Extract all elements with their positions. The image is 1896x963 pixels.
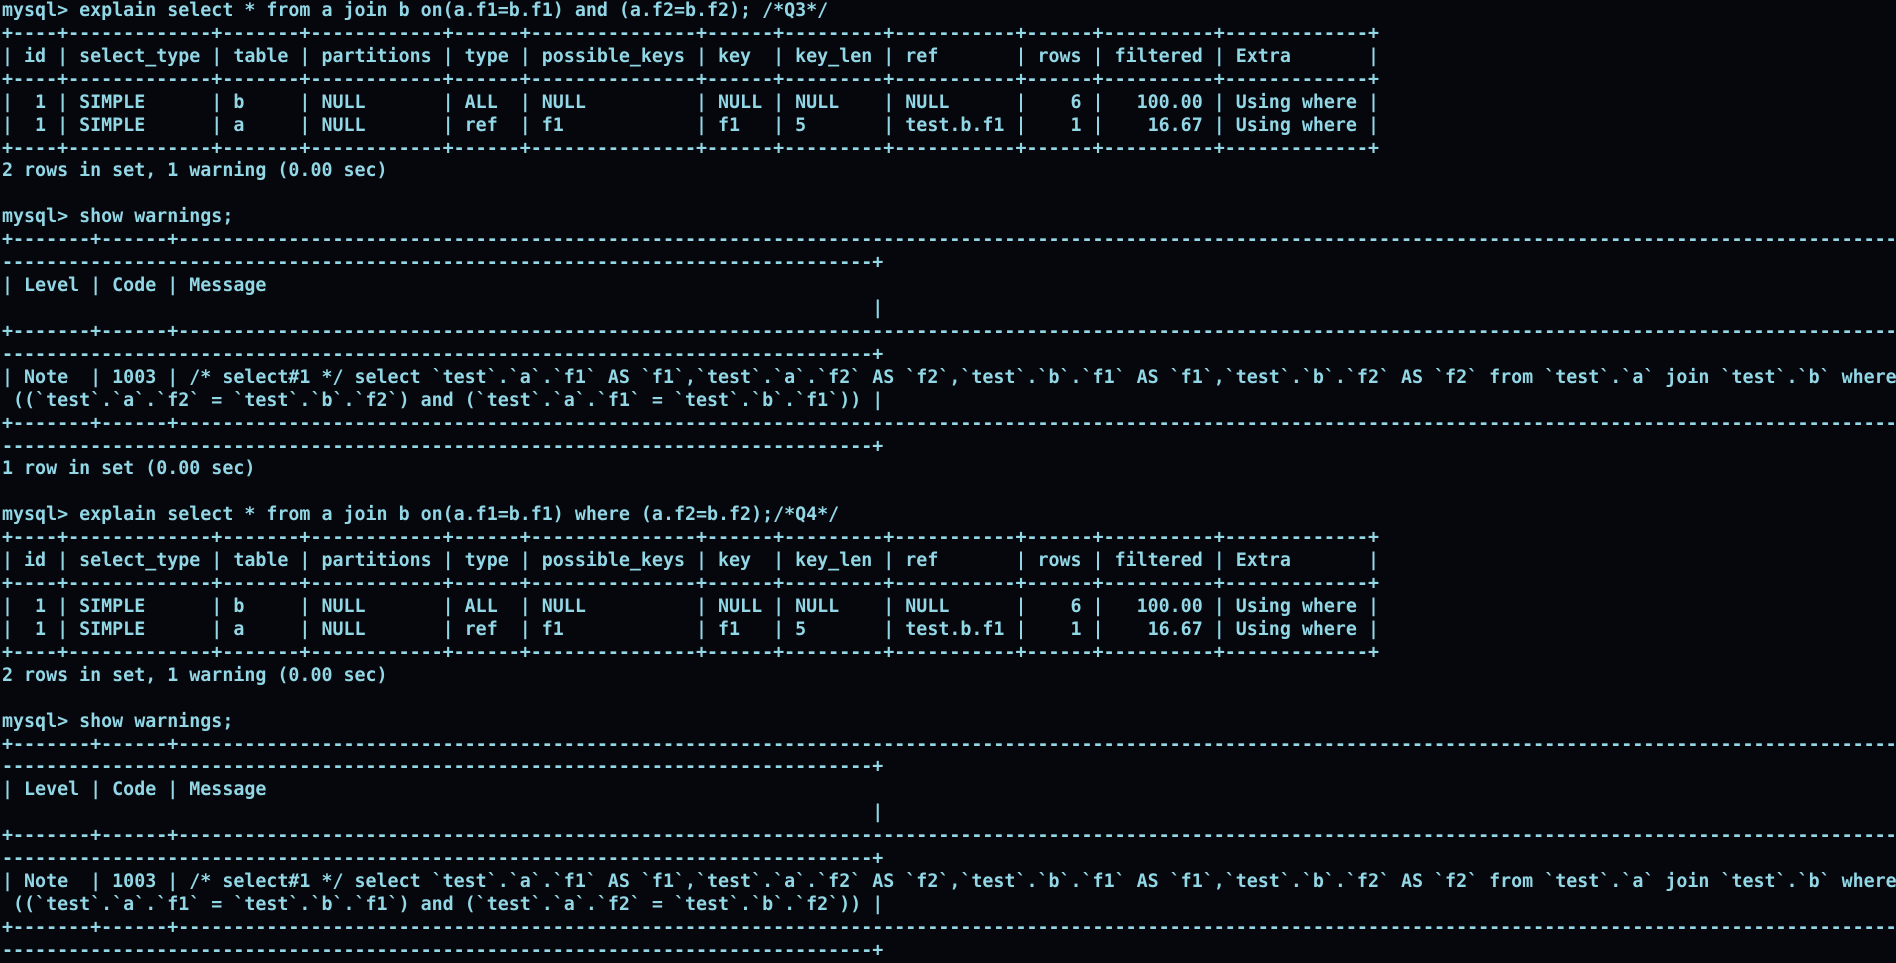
terminal-line: +-------+------+------------------------… (2, 412, 1896, 434)
terminal-line: ----------------------------------------… (2, 939, 884, 961)
terminal-line: +----+-------------+-------+------------… (2, 573, 1379, 595)
terminal-line: 1 row in set (0.00 sec) (2, 458, 256, 480)
terminal-line: | Note | 1003 | /* select#1 */ select `t… (2, 871, 1896, 893)
terminal-line: mysql> show warnings; (2, 206, 234, 228)
terminal-line (2, 481, 1896, 504)
terminal-line: +-------+------+------------------------… (2, 733, 1896, 755)
terminal-line: | Level | Code | Message (2, 275, 1896, 297)
terminal-line: | 1 | SIMPLE | b | NULL | ALL | NULL | N… (2, 595, 1379, 617)
terminal-line: ----------------------------------------… (2, 848, 884, 870)
terminal-line: | id | select_type | table | partitions … (2, 45, 1379, 67)
terminal-line: | Level | Code | Message (2, 779, 1896, 801)
terminal-line: 2 rows in set, 1 warning (0.00 sec) (2, 664, 388, 686)
terminal-line: | 1 | SIMPLE | a | NULL | ref | f1 | f1 … (2, 114, 1379, 136)
terminal-line: | 1 | SIMPLE | a | NULL | ref | f1 | f1 … (2, 618, 1379, 640)
terminal-line: +----+-------------+-------+------------… (2, 68, 1379, 90)
terminal-line: mysql> explain select * from a join b on… (2, 0, 829, 21)
terminal-line: | Note | 1003 | /* select#1 */ select `t… (2, 366, 1896, 388)
terminal-line: | (2, 297, 884, 319)
terminal-line (2, 688, 1896, 711)
terminal-line: | (2, 802, 884, 824)
terminal-line: mysql> show warnings; (2, 710, 234, 732)
terminal-line: ----------------------------------------… (2, 252, 884, 274)
terminal-line: +----+-------------+-------+------------… (2, 641, 1379, 663)
terminal-line: ((`test`.`a`.`f1` = `test`.`b`.`f1`) and… (2, 893, 884, 915)
terminal-line: ----------------------------------------… (2, 756, 884, 778)
terminal-line: ----------------------------------------… (2, 435, 884, 457)
terminal-line: +-------+------+------------------------… (2, 916, 1896, 938)
terminal-line: mysql> explain select * from a join b on… (2, 504, 840, 526)
terminal-line: +----+-------------+-------+------------… (2, 527, 1379, 549)
terminal-line (2, 183, 1896, 206)
terminal-line: ----------------------------------------… (2, 343, 884, 365)
terminal-line: +----+-------------+-------+------------… (2, 137, 1379, 159)
terminal-line: 2 rows in set, 1 warning (0.00 sec) (2, 160, 388, 182)
terminal-line: ((`test`.`a`.`f2` = `test`.`b`.`f2`) and… (2, 389, 884, 411)
terminal-line: +----+-------------+-------+------------… (2, 22, 1379, 44)
terminal-line: | 1 | SIMPLE | b | NULL | ALL | NULL | N… (2, 91, 1379, 113)
terminal-line: +-------+------+------------------------… (2, 320, 1896, 342)
terminal-line: +-------+------+------------------------… (2, 229, 1896, 251)
terminal-line: | id | select_type | table | partitions … (2, 550, 1379, 572)
terminal-line: +-------+------+------------------------… (2, 825, 1896, 847)
